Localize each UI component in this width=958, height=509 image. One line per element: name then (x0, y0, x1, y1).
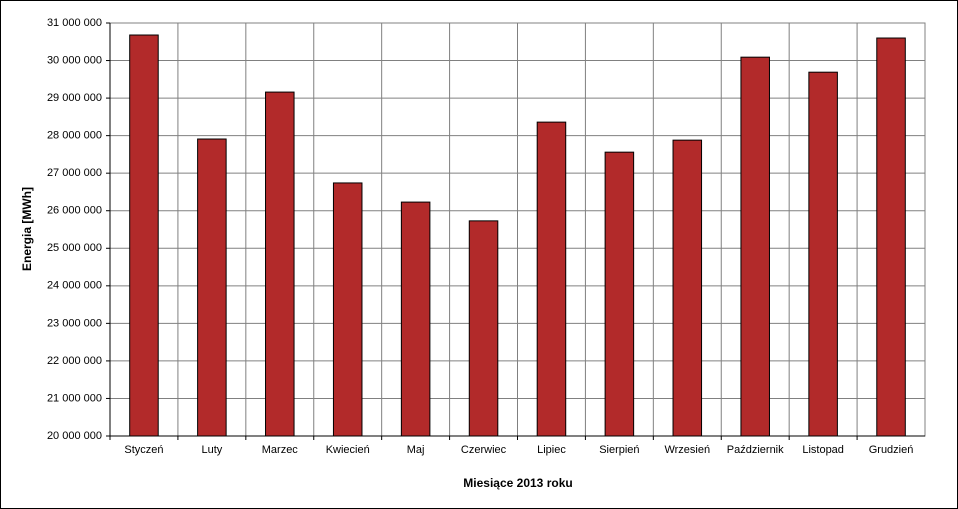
bar (876, 37, 906, 437)
y-axis-label: Energia [MWh] (20, 187, 34, 271)
y-tick-label: 31 000 000 (47, 17, 102, 29)
x-tick-label: Grudzień (869, 444, 914, 456)
y-tick-label: 26 000 000 (47, 205, 102, 217)
y-tick-label: 29 000 000 (47, 92, 102, 104)
bar (197, 138, 227, 437)
bar (740, 56, 770, 437)
bar (672, 139, 703, 437)
bar (808, 71, 838, 437)
x-axis-label: Miesiące 2013 roku (463, 476, 572, 490)
x-tick-label: Wrzesień (664, 444, 710, 456)
bar (332, 182, 363, 437)
y-tick-label: 28 000 000 (47, 130, 102, 142)
x-tick-label: Lipiec (537, 444, 566, 456)
y-tick-label: 25 000 000 (47, 242, 102, 254)
y-tick-label: 21 000 000 (47, 392, 102, 404)
bar (400, 201, 431, 437)
y-tick-label: 30 000 000 (47, 54, 102, 66)
y-tick-label: 23 000 000 (47, 317, 102, 329)
bar (536, 121, 567, 437)
x-tick-label: Czerwiec (461, 444, 507, 456)
x-tick-label: Marzec (262, 444, 299, 456)
x-tick-label: Luty (201, 444, 222, 456)
y-tick-label: 27 000 000 (47, 167, 102, 179)
x-tick-label: Maj (407, 444, 425, 456)
bar (468, 220, 499, 437)
bar (604, 151, 635, 437)
y-tick-label: 20 000 000 (47, 430, 102, 442)
x-tick-label: Listopad (802, 444, 844, 456)
x-tick-label: Sierpień (599, 444, 639, 456)
y-tick-label: 22 000 000 (47, 355, 102, 367)
x-tick-label: Kwiecień (326, 444, 370, 456)
bar (129, 34, 159, 437)
bar (265, 91, 295, 437)
x-tick-label: Styczeń (124, 444, 163, 456)
y-tick-label: 24 000 000 (47, 280, 102, 292)
x-tick-label: Październik (727, 444, 784, 456)
